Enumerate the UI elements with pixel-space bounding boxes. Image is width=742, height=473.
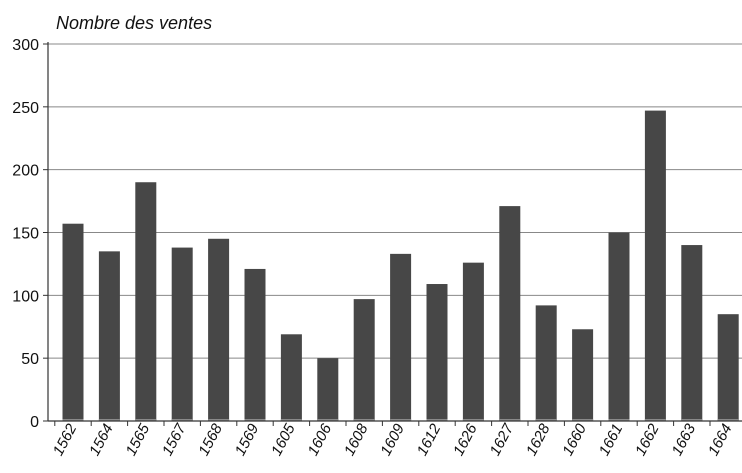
x-tick-label: 1627 [486, 421, 517, 459]
bar-base [62, 419, 84, 421]
x-tick-label: 1564 [86, 421, 117, 458]
bar-base [426, 419, 448, 421]
x-tick-label: 1568 [195, 421, 226, 459]
x-tick-label: 1664 [705, 421, 736, 458]
bar-1606 [317, 358, 339, 421]
bar-base [135, 419, 157, 421]
x-tick-label: 1567 [159, 421, 190, 459]
x-tick-label: 1663 [668, 421, 699, 459]
bar-1627 [499, 206, 521, 421]
x-tick-label: 1660 [559, 421, 590, 459]
y-tick-label: 100 [12, 288, 39, 305]
x-axis-ticks: 1562 1564 1565 1567 1568 1569 1605 1606 1608 1609… [50, 421, 736, 459]
bar-1564 [98, 251, 120, 421]
bar-1662 [644, 110, 666, 421]
x-tick-label: 1626 [450, 421, 481, 459]
x-tick-label: 1606 [304, 421, 335, 459]
bar-base [390, 419, 412, 421]
x-tick-label: 1608 [341, 421, 372, 459]
bar-base [317, 419, 339, 421]
x-tick-label: 1569 [232, 421, 263, 459]
bar-1568 [208, 238, 230, 421]
y-tick-label: 0 [30, 414, 39, 431]
bar-1661 [608, 232, 630, 421]
y-tick-label: 150 [12, 226, 39, 243]
x-tick-label: 1662 [632, 421, 663, 459]
bar-1609 [390, 253, 412, 421]
bar-base [171, 419, 193, 421]
bar-1626 [462, 262, 484, 421]
x-tick-label: 1562 [50, 421, 81, 459]
bar-1664 [717, 314, 739, 421]
x-tick-label: 1661 [596, 421, 627, 458]
y-tick-label: 250 [12, 100, 39, 117]
x-tick-label: 1612 [414, 421, 445, 459]
bar-base [208, 419, 230, 421]
bar-1628 [535, 305, 557, 421]
x-tick-label: 1565 [122, 421, 153, 459]
y-tick-label: 50 [21, 351, 39, 368]
y-axis-label: Nombre des ventes [56, 13, 212, 33]
y-tick-label: 300 [12, 37, 39, 54]
bar-base [353, 419, 375, 421]
bar-base [98, 419, 120, 421]
bar-1663 [681, 245, 703, 421]
bar-base [717, 419, 739, 421]
bar-base [644, 419, 666, 421]
bar-1567 [171, 247, 193, 421]
y-tick-label: 200 [12, 163, 39, 180]
bars [62, 110, 739, 421]
bar-base [608, 419, 630, 421]
bar-1612 [426, 284, 448, 421]
bar-base [535, 419, 557, 421]
bar-1562 [62, 223, 84, 421]
bar-1569 [244, 268, 266, 421]
x-tick-label: 1609 [377, 421, 408, 459]
bar-base [462, 419, 484, 421]
bar-1608 [353, 299, 375, 421]
bar-base [681, 419, 703, 421]
bar-1565 [135, 182, 157, 421]
bar-base [280, 419, 302, 421]
x-tick-label: 1628 [523, 421, 554, 459]
x-tick-label: 1605 [268, 421, 299, 459]
bar-1605 [280, 334, 302, 421]
y-axis-ticks: 0 50 100 150 200 250 300 [12, 37, 48, 431]
bar-base [499, 419, 521, 421]
bar-base [572, 419, 594, 421]
bar-base [244, 419, 266, 421]
bar-1660 [572, 329, 594, 421]
